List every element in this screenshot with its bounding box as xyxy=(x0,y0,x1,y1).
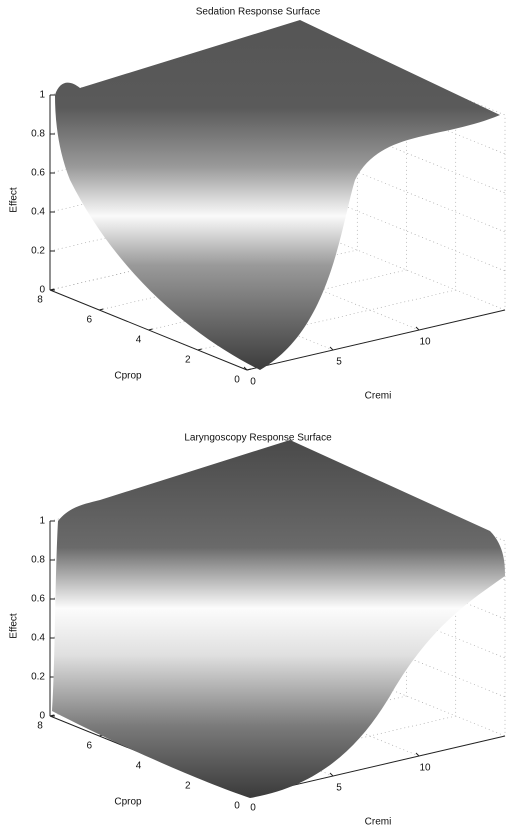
x-tick-label: 5 xyxy=(336,357,342,368)
chart-title: Sedation Response Surface xyxy=(196,7,321,18)
y-tick-label: 0 xyxy=(234,375,240,386)
tick-mark xyxy=(49,288,55,291)
x-tick-label: 10 xyxy=(419,763,431,774)
y-tick-label: 2 xyxy=(185,781,191,792)
x-tick-label: 0 xyxy=(250,377,256,388)
y-tick-label: 6 xyxy=(86,741,92,752)
tick-mark xyxy=(329,772,334,777)
z-tick-label: 0.2 xyxy=(31,246,45,257)
z-tick-label: 1 xyxy=(39,90,45,101)
x-tick-label: 5 xyxy=(336,783,342,794)
z-tick-label: 0 xyxy=(39,285,45,296)
tick-mark xyxy=(148,328,153,331)
z-tick-label: 0.4 xyxy=(31,207,45,218)
z-axis-label: Effect xyxy=(9,613,20,639)
x-tick-label: 0 xyxy=(250,803,256,814)
axis-line xyxy=(246,309,506,371)
z-tick-label: 0.8 xyxy=(31,129,45,140)
tick-mark xyxy=(329,346,334,351)
x-axis-label: Cremi xyxy=(365,817,392,826)
y-axis-label: Cprop xyxy=(114,371,142,382)
tick-mark xyxy=(243,366,248,371)
y-tick-label: 4 xyxy=(136,335,142,346)
tick-mark xyxy=(415,326,420,331)
tick-mark xyxy=(49,714,55,717)
tick-mark xyxy=(246,368,252,371)
z-tick-label: 1 xyxy=(39,516,45,527)
tick-mark xyxy=(197,348,202,351)
surface xyxy=(52,440,505,798)
y-tick-label: 0 xyxy=(234,801,240,812)
z-tick-label: 0.6 xyxy=(31,168,45,179)
z-tick-label: 0 xyxy=(39,711,45,722)
z-axis-label: Effect xyxy=(9,187,20,213)
z-tick-label: 0.6 xyxy=(31,594,45,605)
y-tick-label: 2 xyxy=(185,355,191,366)
z-tick-label: 0.4 xyxy=(31,633,45,644)
x-tick-label: 10 xyxy=(419,337,431,348)
x-axis-label: Cremi xyxy=(365,391,392,402)
z-tick-label: 0.8 xyxy=(31,555,45,566)
surface xyxy=(55,20,500,370)
y-axis-label: Cprop xyxy=(114,797,142,808)
z-tick-label: 0.2 xyxy=(31,672,45,683)
chart-title: Laryngoscopy Response Surface xyxy=(184,433,332,444)
y-tick-label: 8 xyxy=(37,721,43,732)
tick-mark xyxy=(415,752,420,757)
tick-mark xyxy=(99,308,104,311)
y-tick-label: 8 xyxy=(37,295,43,306)
y-tick-label: 4 xyxy=(136,761,142,772)
y-tick-label: 6 xyxy=(86,315,92,326)
